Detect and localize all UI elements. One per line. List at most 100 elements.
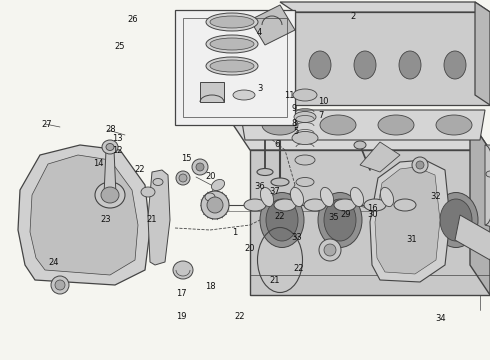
Text: 17: 17 [176, 289, 187, 298]
Ellipse shape [260, 193, 304, 248]
Ellipse shape [206, 35, 258, 53]
Text: 30: 30 [367, 210, 378, 219]
Ellipse shape [436, 115, 472, 135]
Polygon shape [475, 2, 490, 105]
Text: 8: 8 [292, 120, 296, 129]
Ellipse shape [380, 188, 393, 207]
Ellipse shape [292, 131, 318, 144]
Ellipse shape [320, 188, 334, 207]
Text: 24: 24 [49, 258, 59, 267]
Ellipse shape [271, 178, 289, 186]
Polygon shape [240, 110, 485, 140]
Ellipse shape [319, 239, 341, 261]
Text: 5: 5 [294, 127, 299, 136]
Ellipse shape [354, 141, 366, 149]
Text: 22: 22 [134, 165, 145, 174]
Polygon shape [455, 215, 490, 260]
Text: 35: 35 [328, 213, 339, 222]
Text: 6: 6 [274, 140, 279, 149]
Ellipse shape [378, 115, 414, 135]
Text: 4: 4 [257, 28, 262, 37]
Ellipse shape [296, 177, 314, 186]
Ellipse shape [260, 188, 273, 207]
Text: 28: 28 [105, 125, 116, 134]
Ellipse shape [304, 199, 326, 211]
Bar [183, 18, 287, 117]
Ellipse shape [257, 168, 273, 176]
Text: 14: 14 [93, 159, 103, 168]
Ellipse shape [294, 112, 316, 122]
Text: 10: 10 [318, 97, 329, 106]
Text: 23: 23 [100, 215, 111, 224]
Ellipse shape [266, 199, 298, 241]
Text: 37: 37 [269, 188, 280, 197]
Polygon shape [485, 145, 490, 232]
Text: 21: 21 [147, 215, 157, 224]
Text: 7: 7 [318, 111, 323, 120]
Ellipse shape [318, 193, 362, 248]
Text: 1: 1 [233, 228, 238, 237]
Text: 36: 36 [254, 182, 265, 191]
Polygon shape [470, 120, 490, 295]
Ellipse shape [324, 244, 336, 256]
Text: 2: 2 [350, 12, 355, 21]
Ellipse shape [434, 193, 478, 248]
Ellipse shape [416, 161, 424, 169]
Text: 29: 29 [340, 210, 351, 219]
Polygon shape [370, 160, 450, 282]
Ellipse shape [440, 199, 472, 241]
Polygon shape [30, 155, 138, 275]
Ellipse shape [291, 188, 304, 207]
Ellipse shape [394, 199, 416, 211]
Ellipse shape [412, 157, 428, 173]
Ellipse shape [205, 193, 215, 201]
Polygon shape [18, 145, 150, 285]
Text: 33: 33 [291, 233, 302, 242]
Ellipse shape [244, 199, 266, 211]
Ellipse shape [95, 182, 125, 208]
Polygon shape [250, 5, 295, 45]
Ellipse shape [320, 115, 356, 135]
Text: 9: 9 [292, 104, 296, 113]
Text: 22: 22 [235, 312, 245, 321]
Ellipse shape [334, 199, 356, 211]
Text: 12: 12 [112, 146, 123, 155]
Ellipse shape [201, 191, 229, 219]
Ellipse shape [354, 51, 376, 79]
Ellipse shape [210, 16, 254, 28]
Text: 19: 19 [176, 312, 187, 321]
Ellipse shape [399, 51, 421, 79]
Ellipse shape [196, 163, 204, 171]
Ellipse shape [153, 179, 163, 185]
Polygon shape [230, 120, 490, 150]
Ellipse shape [210, 38, 254, 50]
Ellipse shape [192, 159, 208, 175]
Ellipse shape [382, 199, 414, 241]
Text: 3: 3 [257, 84, 262, 93]
Ellipse shape [101, 187, 119, 203]
Text: 31: 31 [406, 235, 417, 244]
Polygon shape [104, 150, 116, 195]
Polygon shape [280, 2, 490, 12]
Ellipse shape [444, 51, 466, 79]
Ellipse shape [376, 193, 420, 248]
Polygon shape [148, 170, 170, 265]
Ellipse shape [106, 144, 114, 150]
Polygon shape [360, 142, 400, 172]
Text: 15: 15 [181, 154, 192, 163]
Ellipse shape [55, 280, 65, 290]
Ellipse shape [293, 89, 317, 101]
Ellipse shape [324, 199, 356, 241]
Bar [175, 10, 295, 125]
Ellipse shape [295, 155, 315, 165]
Ellipse shape [364, 199, 386, 211]
Ellipse shape [206, 57, 258, 75]
Ellipse shape [233, 90, 255, 100]
Ellipse shape [206, 13, 258, 31]
Ellipse shape [141, 187, 155, 197]
Text: 18: 18 [205, 282, 216, 291]
Text: 34: 34 [436, 314, 446, 323]
Ellipse shape [207, 197, 223, 213]
Ellipse shape [212, 179, 224, 190]
Text: 16: 16 [367, 204, 378, 213]
